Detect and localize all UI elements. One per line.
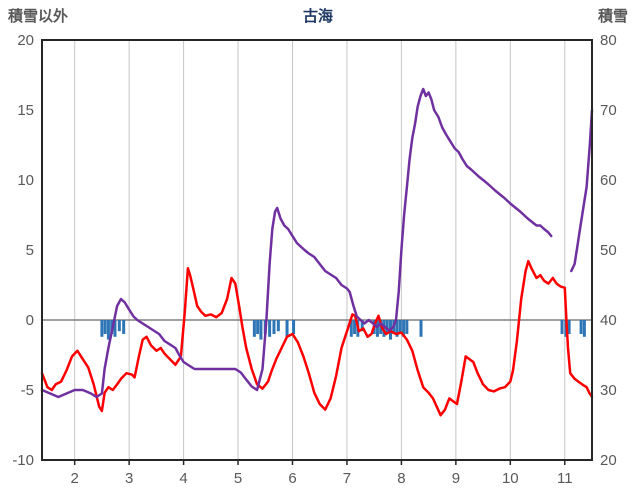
x-tick-label: 4 [179, 470, 187, 487]
precip-bar [122, 320, 126, 334]
precip-bar [395, 320, 399, 337]
precip-bar [106, 320, 110, 340]
right-y-tick-label: 30 [600, 382, 617, 399]
right-y-tick-label: 60 [600, 172, 617, 189]
x-tick-label: 7 [343, 470, 351, 487]
x-tick-label: 5 [234, 470, 242, 487]
chart-title: 古海 [302, 8, 333, 25]
left-y-tick-label: 20 [17, 32, 34, 49]
precip-bar [385, 320, 389, 334]
x-tick-label: 8 [397, 470, 405, 487]
precip-bar [582, 320, 586, 337]
left-axis-title: 積雪以外 [8, 8, 69, 25]
x-tick-label: 11 [557, 470, 573, 487]
x-tick-label: 6 [288, 470, 296, 487]
precip-bar [402, 320, 406, 337]
left-y-tick-label: 15 [17, 102, 34, 119]
precip-bar [398, 320, 402, 334]
x-tick-label: 3 [125, 470, 133, 487]
left-y-tick-label: 5 [26, 242, 34, 259]
precip-bar [268, 320, 272, 337]
precip-bar [256, 320, 260, 334]
x-tick-label: 2 [71, 470, 79, 487]
precip-bar [405, 320, 409, 334]
right-y-tick-label: 50 [600, 242, 617, 259]
precip-bar [259, 320, 263, 340]
precip-bar [360, 320, 364, 332]
precip-bar [349, 320, 353, 337]
precip-bar [292, 320, 296, 334]
precip-bar [567, 320, 571, 334]
precip-bar [272, 320, 276, 334]
series-purple [40, 87, 553, 399]
right-y-tick-label: 20 [600, 452, 617, 469]
precip-bar [579, 320, 583, 334]
precip-bar [419, 320, 423, 337]
precip-bar [252, 320, 256, 337]
precip-bar [103, 320, 107, 334]
precip-bar [560, 320, 564, 334]
precip-bar [382, 320, 386, 337]
precip-bar [117, 320, 121, 332]
right-y-tick-label: 70 [600, 102, 617, 119]
left-y-tick-label: 10 [17, 172, 34, 189]
right-y-tick-label: 40 [600, 312, 617, 329]
plot-frame [41, 39, 593, 461]
right-axis-title: 積雪 [597, 8, 628, 25]
right-y-tick-label: 80 [600, 32, 617, 49]
precip-bar [100, 320, 104, 337]
left-y-tick-label: -10 [12, 452, 34, 469]
left-y-tick-label: -5 [21, 382, 34, 399]
precip-bar [353, 320, 357, 334]
precip-bar [113, 320, 117, 337]
left-y-tick-label: 0 [26, 312, 34, 329]
x-tick-label: 9 [452, 470, 460, 487]
series-purple [570, 108, 594, 273]
x-tick-label: 10 [502, 470, 519, 487]
precip-bar [285, 320, 289, 337]
precip-bar [375, 320, 379, 337]
precip-bar [276, 320, 280, 332]
series-red [40, 259, 594, 417]
